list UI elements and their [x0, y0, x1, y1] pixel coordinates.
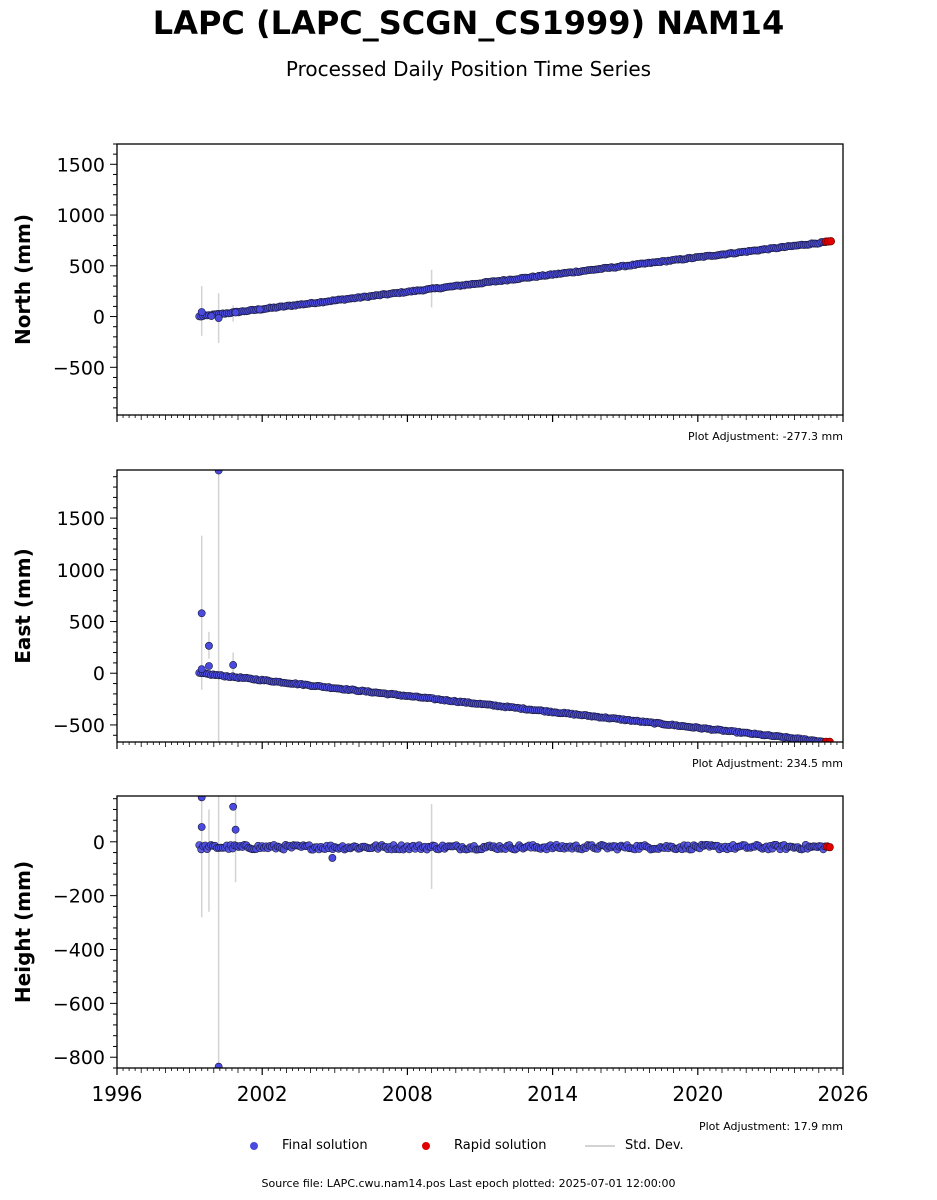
final-point	[197, 823, 206, 831]
legend-rapid-label: Rapid solution	[454, 1138, 547, 1153]
chart-title: LAPC (LAPC_SCGN_CS1999) NAM14	[152, 4, 785, 42]
panel-1: −500 0 500 1000 1500 East (mm) Plot Adjustment…	[11, 469, 844, 770]
x-tick-label: 2002	[237, 1082, 288, 1106]
final-point	[214, 1062, 223, 1068]
y-tick-label: −500	[53, 715, 105, 737]
panel-2: −800 −600 −400 −200 0 Height (mm) Plot Adjustm…	[11, 795, 844, 1133]
y-tick-label: 1000	[57, 205, 105, 227]
panel-0: −500 0 500 1000 1500 North (mm) Plot Adjustmen…	[11, 143, 844, 443]
x-tick-label: 2014	[527, 1082, 578, 1106]
final-point	[229, 802, 238, 811]
y-tick-label: 1500	[57, 508, 105, 530]
plot-area	[195, 470, 834, 742]
plot-adjustment-label: Plot Adjustment: 234.5 mm	[692, 757, 843, 770]
y-tick-label: 0	[93, 307, 105, 329]
rapid-point	[825, 843, 834, 852]
y-tick-label: 500	[69, 256, 105, 278]
final-point	[231, 825, 240, 834]
y-axis-label: Height (mm)	[11, 861, 35, 1003]
final-point	[229, 661, 238, 669]
x-tick-label: 1996	[92, 1082, 143, 1106]
y-tick-label: 500	[69, 612, 105, 634]
x-tick-label: 2026	[818, 1082, 869, 1106]
plot-area	[195, 796, 834, 1068]
final-point	[231, 308, 240, 317]
plot-area	[195, 237, 836, 343]
y-tick-label: −800	[53, 1047, 105, 1069]
y-tick-label: −200	[53, 886, 105, 908]
y-tick-label: 0	[93, 663, 105, 685]
final-point	[207, 312, 216, 320]
panel-frame	[116, 795, 844, 1069]
rapid-point	[826, 237, 836, 246]
stddev-swatch	[585, 1144, 615, 1147]
final-point	[197, 308, 206, 316]
final-point	[197, 609, 206, 618]
legend-rapid: Rapid solution	[422, 1138, 546, 1153]
y-axis-label: North (mm)	[11, 214, 35, 345]
source-note: Source file: LAPC.cwu.nam14.pos Last epo…	[261, 1177, 676, 1190]
final-point	[255, 305, 264, 314]
final-point	[197, 796, 206, 802]
legend-final-label: Final solution	[282, 1138, 368, 1153]
y-tick-label: 1000	[57, 560, 105, 582]
panel-frame	[116, 143, 844, 416]
legend-final: Final solution	[250, 1138, 368, 1153]
x-tick-label: 2020	[672, 1082, 723, 1106]
y-tick-label: 1500	[57, 154, 105, 176]
y-tick-label: −400	[53, 940, 105, 962]
rapid-solution-swatch	[422, 1141, 430, 1150]
final-point	[205, 641, 213, 650]
final-solution-swatch	[250, 1141, 258, 1150]
y-axis-label: East (mm)	[11, 548, 35, 664]
legend-stddev: Std. Dev.	[585, 1138, 684, 1153]
x-tick-label: 2008	[382, 1082, 433, 1106]
y-tick-label: −600	[53, 993, 105, 1015]
y-tick-label: 0	[93, 832, 105, 854]
chart-subtitle: Processed Daily Position Time Series	[285, 57, 652, 81]
y-tick-label: −500	[53, 357, 105, 379]
plot-adjustment-label: Plot Adjustment: -277.3 mm	[688, 430, 843, 443]
plot-adjustment-label: Plot Adjustment: 17.9 mm	[699, 1120, 843, 1133]
final-point	[205, 662, 213, 670]
final-point	[197, 665, 206, 673]
final-point	[328, 854, 337, 862]
legend-stddev-label: Std. Dev.	[625, 1138, 684, 1153]
final-point	[214, 314, 223, 322]
